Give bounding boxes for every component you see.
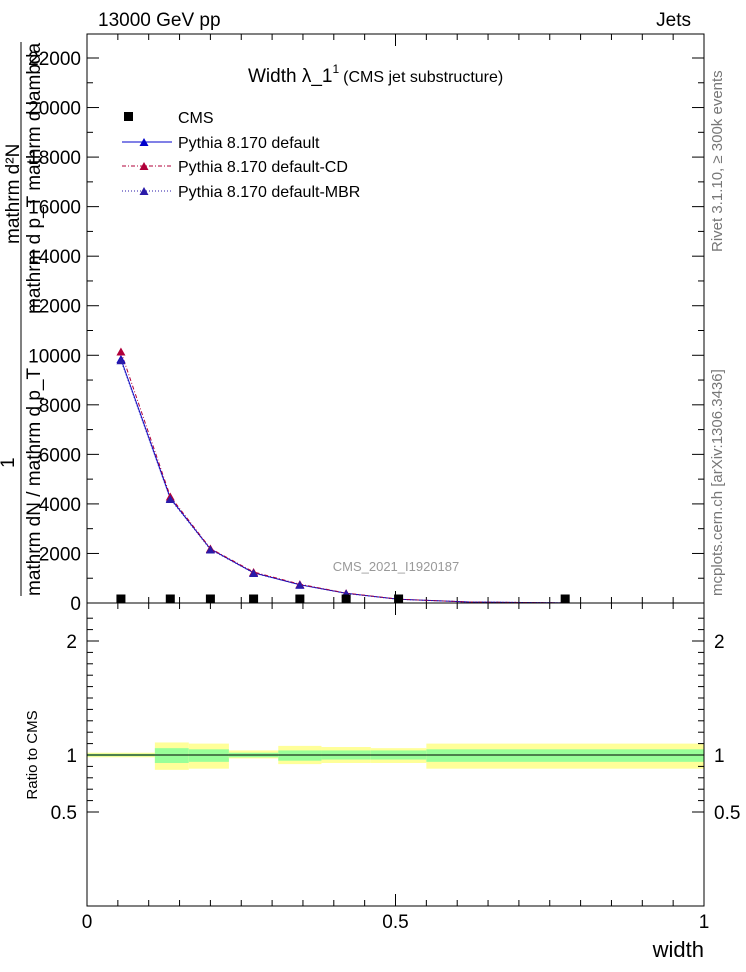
main-ytick-label: 0 <box>70 594 81 615</box>
main-ytick-label: 6000 <box>39 445 81 466</box>
mcplots-label: mcplots.cern.ch [arXiv:1306.3436] <box>709 369 726 596</box>
cms-data-point <box>394 594 404 604</box>
ratio-y-axis: 0.5 0.5 1 1 2 2 <box>51 617 740 824</box>
cms-data-point <box>205 594 215 604</box>
ratio-xtick-label: 1 <box>699 912 710 933</box>
main-series-markers <box>116 347 570 604</box>
ratio-ytick-label: 0.5 <box>51 803 77 824</box>
main-ytick-label: 22000 <box>28 49 81 70</box>
ratio-xtick-label: 0 <box>82 912 93 933</box>
legend-mbr-marker <box>139 187 149 195</box>
ylabel-prefix: 1 <box>0 457 19 468</box>
ratio-xtick-label: 0.5 <box>382 912 408 933</box>
cms-data-point <box>560 594 570 604</box>
series-marker-mbr <box>165 494 175 503</box>
ratio-band-inner <box>426 749 704 762</box>
ratio-ytick-label-right: 2 <box>714 632 725 653</box>
main-ytick-label: 18000 <box>28 148 81 169</box>
series-marker-mbr <box>205 545 215 554</box>
rivet-label: Rivet 3.1.10, ≥ 300k events <box>709 70 726 252</box>
legend-cms-label: CMS <box>178 110 214 127</box>
legend-cd-label: Pythia 8.170 default-CD <box>178 159 348 176</box>
legend-cms-marker <box>124 112 133 121</box>
ratio-ytick-label: 1 <box>66 746 77 767</box>
series-line-mbr <box>120 360 566 604</box>
cms-data-point <box>341 594 351 604</box>
main-y-label: mathrm d²N mathrm d p_T mathrm d lambda … <box>0 42 45 596</box>
series-marker-mbr <box>116 356 126 365</box>
main-ytick-label: 2000 <box>39 544 81 565</box>
series-marker-cd <box>116 347 126 356</box>
main-ytick-label: 20000 <box>28 99 81 120</box>
x-axis-label: width <box>652 937 704 962</box>
legend-default-label: Pythia 8.170 default <box>178 135 320 152</box>
series-marker-mbr <box>249 569 259 578</box>
cms-data-point <box>249 594 259 604</box>
legend-default-marker <box>139 138 149 146</box>
chart-title: Width λ_11 (CMS jet substructure) <box>248 62 503 87</box>
main-ytick-label: 10000 <box>28 346 81 367</box>
ratio-ytick-label-right: 0.5 <box>714 803 740 824</box>
cms-data-point <box>295 594 305 604</box>
ratio-y-label: Ratio to CMS <box>24 710 41 799</box>
ylabel-denominator: mathrm d p_T mathrm d lambda <box>24 43 45 314</box>
cms-data-point <box>116 594 126 604</box>
ratio-ytick-label: 2 <box>66 632 77 653</box>
legend-mbr-label: Pythia 8.170 default-MBR <box>178 184 360 201</box>
ratio-bands <box>87 742 704 770</box>
series-marker-mbr <box>295 580 305 589</box>
header-energy: 13000 GeV pp <box>98 10 221 31</box>
ratio-band-inner <box>278 750 322 761</box>
ratio-band-inner <box>154 748 189 763</box>
main-panel: 0 2000 4000 6000 8000 10000 12000 14000 16000 180… <box>0 33 705 615</box>
main-ytick-label: 4000 <box>39 495 81 516</box>
header-category: Jets <box>656 10 691 31</box>
ylabel-numerator: mathrm d²N <box>3 144 24 244</box>
cms-data-point <box>165 594 175 604</box>
legend: CMS Pythia 8.170 default Pythia 8.170 de… <box>122 110 360 201</box>
ratio-x-axis: 0 0.5 1 <box>82 603 710 933</box>
ylabel-prefix-denominator: mathrm dN / mathrm d p_T <box>24 368 45 596</box>
main-ytick-label: 16000 <box>28 198 81 219</box>
ratio-ytick-label-right: 1 <box>714 746 725 767</box>
analysis-watermark: CMS_2021_I1920187 <box>333 559 460 574</box>
main-ytick-label: 8000 <box>39 396 81 417</box>
main-y-axis: 0 2000 4000 6000 8000 10000 12000 14000 16000 180… <box>28 49 704 615</box>
ratio-band-inner <box>188 749 229 762</box>
ratio-panel: 0.5 0.51 12 2 0 0.5 1 Ratio to CMS width <box>24 602 740 962</box>
main-ytick-label: 14000 <box>28 247 81 268</box>
main-ytick-label: 12000 <box>28 297 81 318</box>
legend-cd-marker <box>139 162 149 170</box>
